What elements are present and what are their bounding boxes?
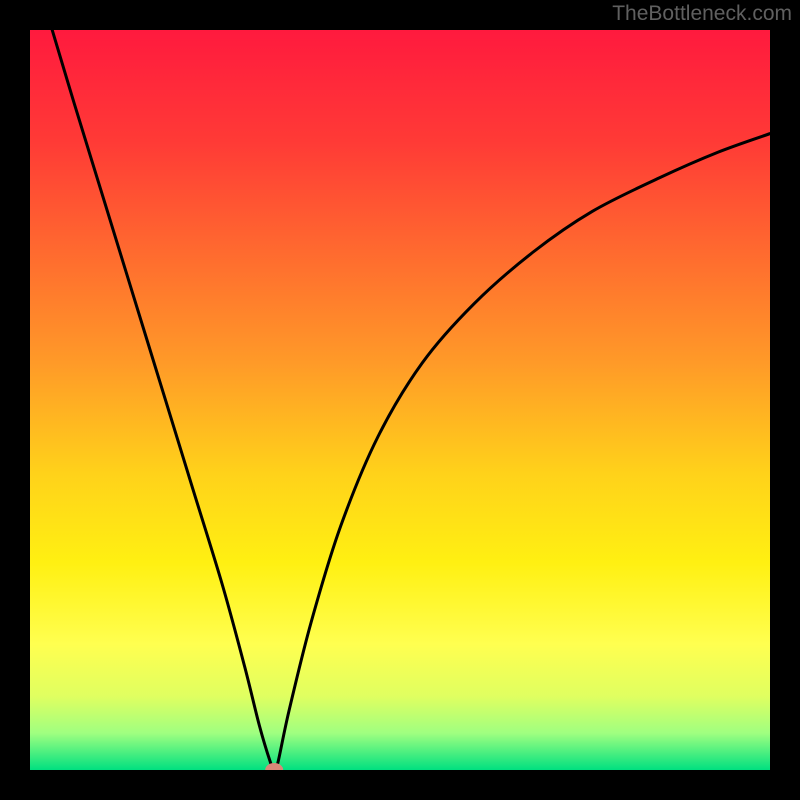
- chart-svg: [30, 30, 770, 770]
- attribution-text: TheBottleneck.com: [612, 2, 792, 26]
- plot-background: [30, 30, 770, 770]
- bottleneck-chart: [30, 30, 770, 770]
